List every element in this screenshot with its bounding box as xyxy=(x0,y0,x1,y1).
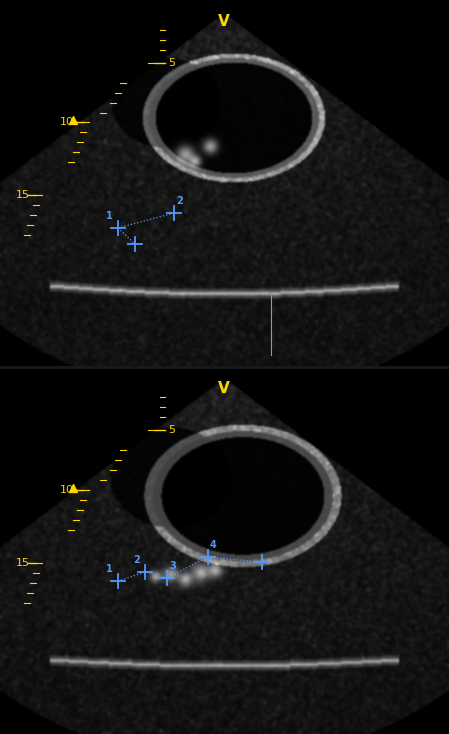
Text: 10: 10 xyxy=(60,117,74,127)
Text: 15: 15 xyxy=(16,190,30,200)
Text: 5: 5 xyxy=(168,425,175,435)
Text: V: V xyxy=(218,14,230,29)
Text: 2: 2 xyxy=(176,196,183,206)
Text: 4: 4 xyxy=(210,540,217,550)
Text: 1: 1 xyxy=(106,211,113,221)
Text: 3: 3 xyxy=(169,561,176,571)
Text: 1: 1 xyxy=(106,564,113,574)
Text: V: V xyxy=(218,381,230,396)
Text: 15: 15 xyxy=(16,558,30,568)
Text: 5: 5 xyxy=(168,58,175,68)
Text: 10: 10 xyxy=(60,485,74,495)
Text: 2: 2 xyxy=(133,555,140,565)
